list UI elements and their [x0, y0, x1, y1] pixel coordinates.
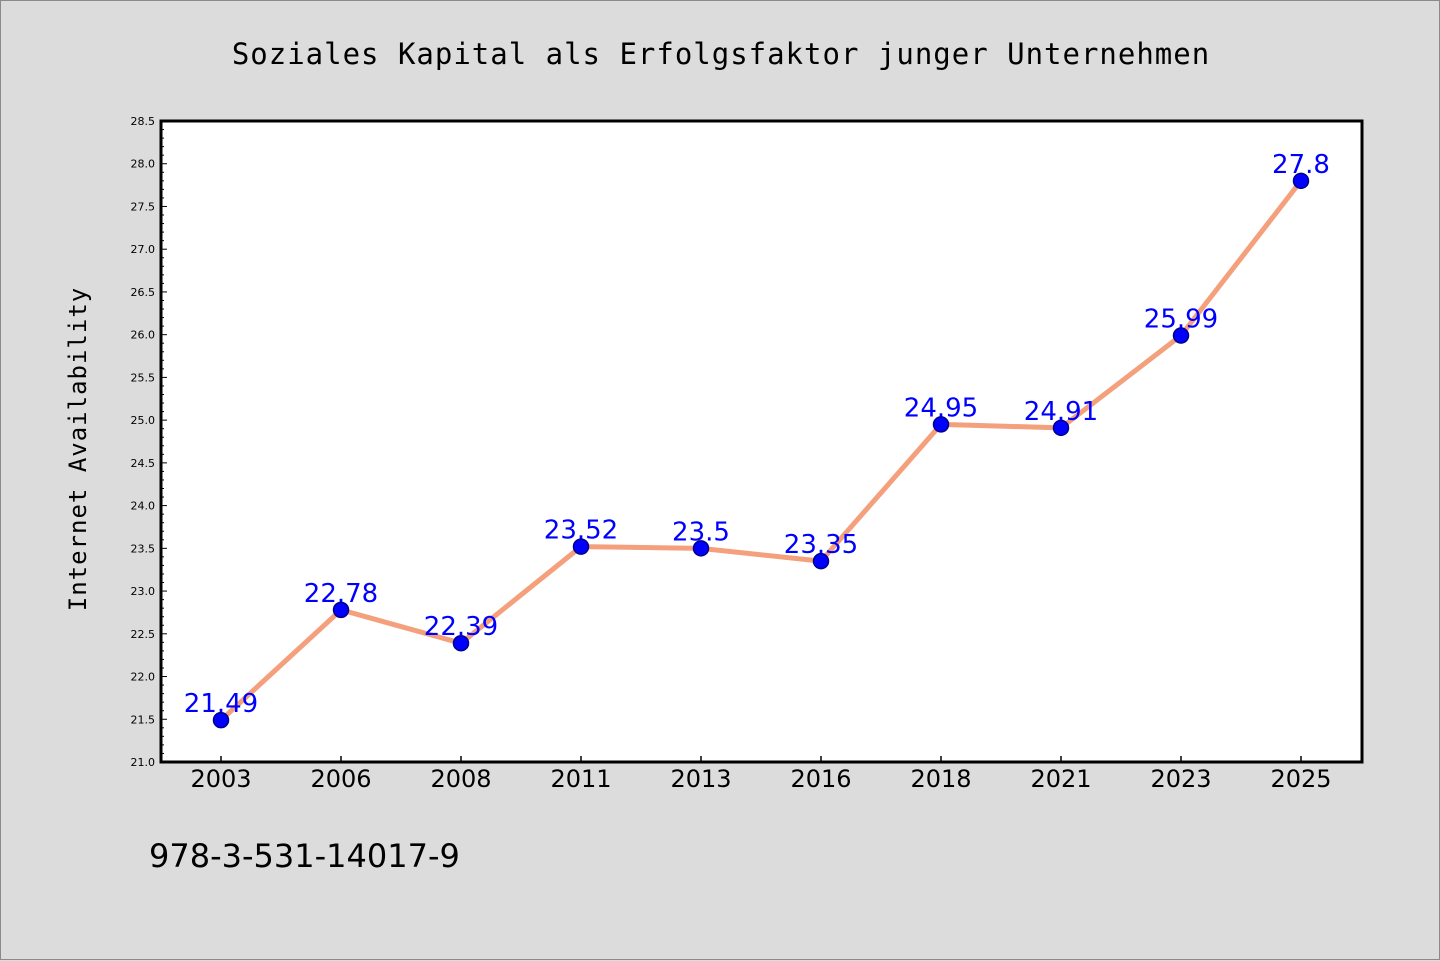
plot-area	[161, 121, 1362, 762]
y-tick-label: 21.0	[131, 756, 156, 769]
y-tick-label: 21.5	[131, 713, 156, 726]
x-tick-label: 2018	[910, 765, 971, 793]
x-tick-label: 2006	[310, 765, 371, 793]
y-tick-label: 24.0	[131, 500, 156, 513]
data-label: 23.52	[544, 516, 618, 546]
y-tick-label: 28.5	[131, 115, 156, 128]
y-tick-label: 26.0	[131, 329, 156, 342]
y-tick-label: 22.0	[131, 671, 156, 684]
data-point	[932, 416, 950, 433]
series-line-layer	[218, 178, 1304, 723]
data-point	[572, 538, 590, 555]
data-point	[1172, 327, 1190, 344]
series-line	[218, 178, 1304, 723]
data-label: 24.95	[904, 393, 978, 423]
y-tick-label: 27.5	[131, 200, 156, 213]
y-tick-label: 25.5	[131, 371, 156, 384]
data-markers	[212, 172, 1310, 729]
y-tick-label: 25.0	[131, 414, 156, 427]
data-point	[1052, 419, 1070, 437]
data-point	[812, 552, 830, 570]
data-label: 21.49	[184, 689, 258, 719]
y-tick-label: 27.0	[131, 243, 156, 256]
x-tick-label: 2021	[1030, 765, 1091, 793]
y-tick-label: 28.0	[131, 158, 156, 171]
data-label: 23.5	[672, 517, 730, 547]
y-tick-label: 26.5	[131, 286, 156, 299]
data-label: 22.78	[304, 579, 378, 609]
plot-frame	[159, 119, 1364, 764]
x-tick-label: 2016	[790, 765, 851, 793]
x-tick-label: 2023	[1150, 765, 1211, 793]
x-tick-label: 2008	[430, 765, 491, 793]
y-axis-label: Internet Availability	[64, 287, 92, 611]
y-tick-label: 23.0	[131, 585, 156, 598]
x-tick-label: 2003	[190, 765, 251, 793]
data-point	[1292, 172, 1310, 190]
data-label: 27.8	[1272, 150, 1330, 180]
data-label: 25.99	[1144, 305, 1218, 335]
data-point	[452, 634, 470, 652]
data-point	[212, 711, 230, 729]
y-tick-label: 22.5	[131, 628, 156, 641]
x-axis-ticks: 2003 2006 2008 2011 2013 2016 2018 2021 2023 2025	[190, 756, 1332, 793]
data-label: 23.35	[784, 530, 858, 560]
data-labels: 21.49 22.78 22.39 23.52 23.5 23.35 24.95 24.91 2…	[184, 150, 1330, 719]
data-point	[692, 540, 710, 557]
isbn-footer: 978-3-531-14017-9	[149, 837, 460, 875]
y-tick-label: 23.5	[131, 542, 156, 555]
data-point	[332, 601, 350, 619]
x-tick-label: 2011	[550, 765, 611, 793]
data-label: 24.91	[1024, 397, 1098, 427]
x-tick-label: 2025	[1270, 765, 1331, 793]
x-tick-label: 2013	[670, 765, 731, 793]
y-tick-label: 24.5	[131, 457, 156, 470]
chart-title: Soziales Kapital als Erfolgsfaktor junge…	[232, 37, 1210, 71]
data-label: 22.39	[424, 612, 498, 642]
